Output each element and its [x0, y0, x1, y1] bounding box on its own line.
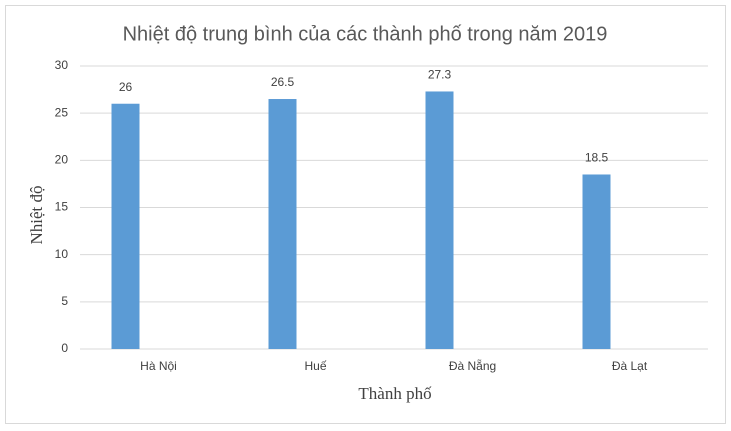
x-tick-label: Hà Nội: [140, 359, 177, 373]
bar: [268, 99, 297, 350]
y-tick-label: 5: [61, 294, 68, 308]
x-tick-label: Đà Nẵng: [449, 358, 496, 373]
y-tick-label: 0: [61, 341, 68, 355]
x-axis-label: Thành phố: [358, 384, 432, 403]
chart-title: Nhiệt độ trung bình của các thành phố tr…: [123, 23, 608, 45]
y-tick-label: 25: [55, 105, 69, 119]
x-tick-label: Huế: [304, 359, 326, 373]
x-tick-label: Đà Lạt: [612, 359, 648, 373]
data-label: 27.3: [428, 68, 452, 82]
bar: [582, 174, 611, 349]
data-label: 26: [119, 80, 133, 94]
bar: [425, 91, 454, 349]
y-tick-label: 20: [55, 153, 69, 167]
y-tick-label: 30: [55, 58, 69, 72]
y-axis-label: Nhiệt độ: [27, 185, 46, 244]
data-label: 18.5: [585, 151, 609, 165]
y-tick-label: 10: [55, 247, 69, 261]
bar: [111, 103, 140, 349]
y-tick-label: 15: [55, 200, 69, 214]
data-label: 26.5: [271, 75, 295, 89]
